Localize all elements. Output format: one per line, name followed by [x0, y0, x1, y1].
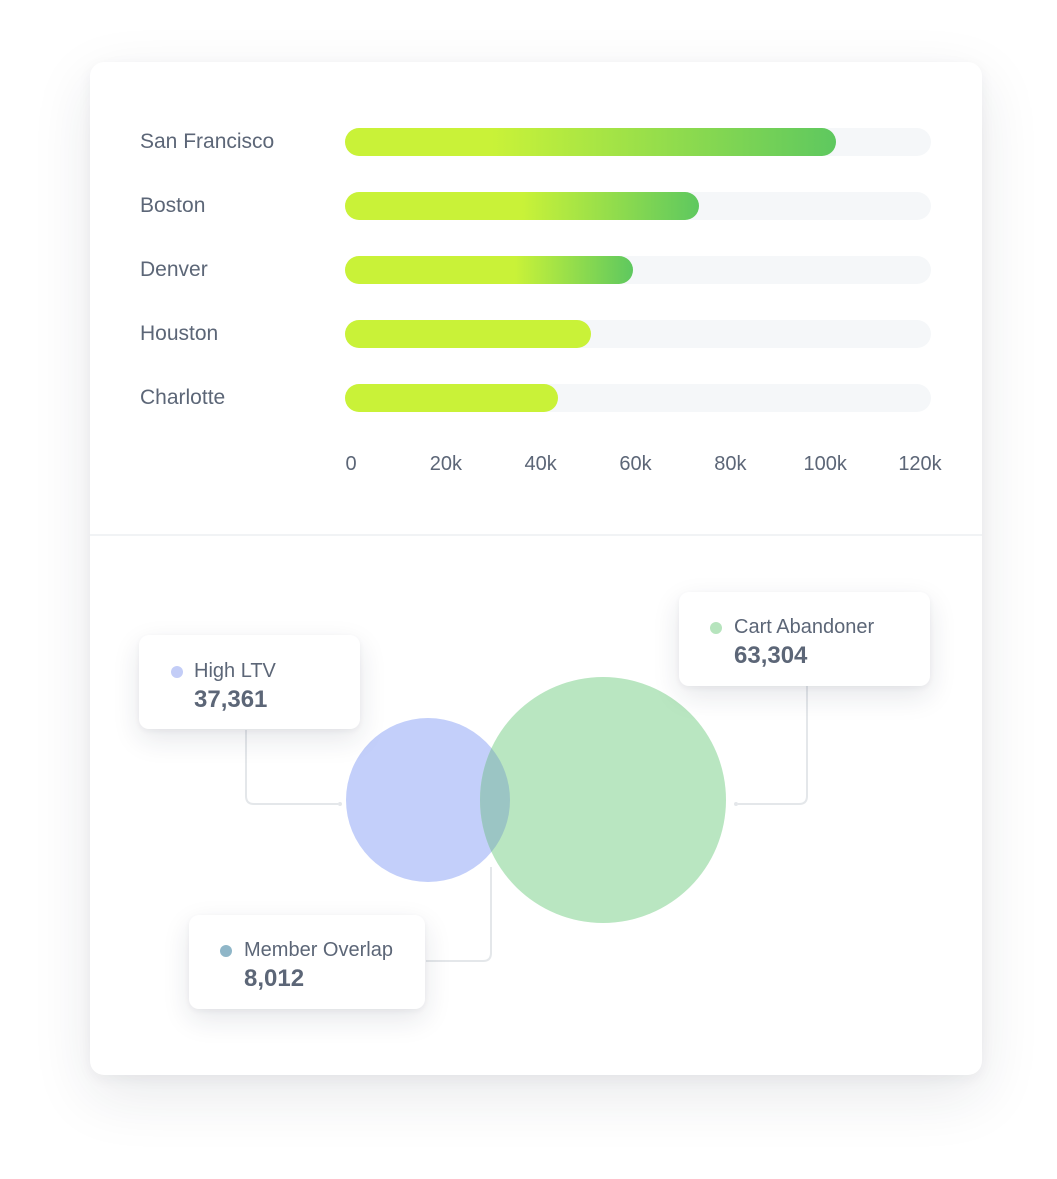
bar-houston [345, 320, 591, 348]
analytics-card: San Francisco Boston Denver Houston Charlott… [90, 62, 982, 1075]
high-ltv-circle [346, 718, 510, 882]
high-ltv-label: High LTV [194, 660, 276, 682]
bar-track-houston [345, 320, 931, 348]
bar-track-denver [345, 256, 931, 284]
section-divider [90, 534, 982, 536]
x-tick-label: 40k [524, 453, 557, 475]
x-tick-label: 120k [898, 453, 942, 475]
city-label-boston: Boston [140, 194, 206, 217]
city-label-san-francisco: San Francisco [140, 130, 275, 153]
bar-denver [345, 256, 634, 284]
cart-abandoner-value: 63,304 [734, 642, 808, 669]
high-ltv-value: 37,361 [194, 686, 268, 713]
city-label-denver: Denver [140, 258, 208, 281]
city-label-charlotte: Charlotte [140, 386, 226, 409]
member-overlap-legend-card: Member Overlap 8,012 [189, 915, 425, 1009]
x-tick-label: 60k [619, 453, 652, 475]
member-overlap-connector [426, 867, 492, 962]
cart-abandoner-connector-end [734, 802, 738, 806]
bar-charlotte [345, 384, 558, 412]
high-ltv-legend-card: High LTV 37,361 [139, 635, 360, 729]
member-overlap-value: 8,012 [244, 965, 305, 992]
city-bar-chart: San Francisco Boston Denver Houston Charlott… [90, 62, 982, 532]
cart-abandoner-circle [480, 677, 726, 923]
high-ltv-connector [245, 730, 338, 805]
city-label-houston: Houston [140, 322, 219, 345]
cart-abandoner-legend-card: Cart Abandoner 63,304 [679, 592, 930, 686]
cart-abandoner-connector [738, 686, 808, 805]
x-tick-label: 80k [714, 453, 747, 475]
bar-boston [345, 192, 700, 220]
bar-track-san-francisco [345, 128, 931, 156]
overlap-region [480, 748, 510, 852]
high-ltv-connector-end [338, 802, 342, 806]
member-overlap-label: Member Overlap [244, 939, 393, 961]
high-ltv-dot-icon [171, 666, 183, 678]
cart-abandoner-dot-icon [710, 622, 722, 634]
bar-san-francisco [345, 128, 837, 156]
member-overlap-dot-icon [220, 945, 232, 957]
cart-abandoner-label: Cart Abandoner [734, 616, 875, 638]
bar-track-boston [345, 192, 931, 220]
x-tick-label: 0 [345, 453, 357, 475]
bar-track-charlotte [345, 384, 931, 412]
x-tick-label: 20k [429, 453, 462, 475]
x-tick-label: 100k [803, 453, 847, 475]
